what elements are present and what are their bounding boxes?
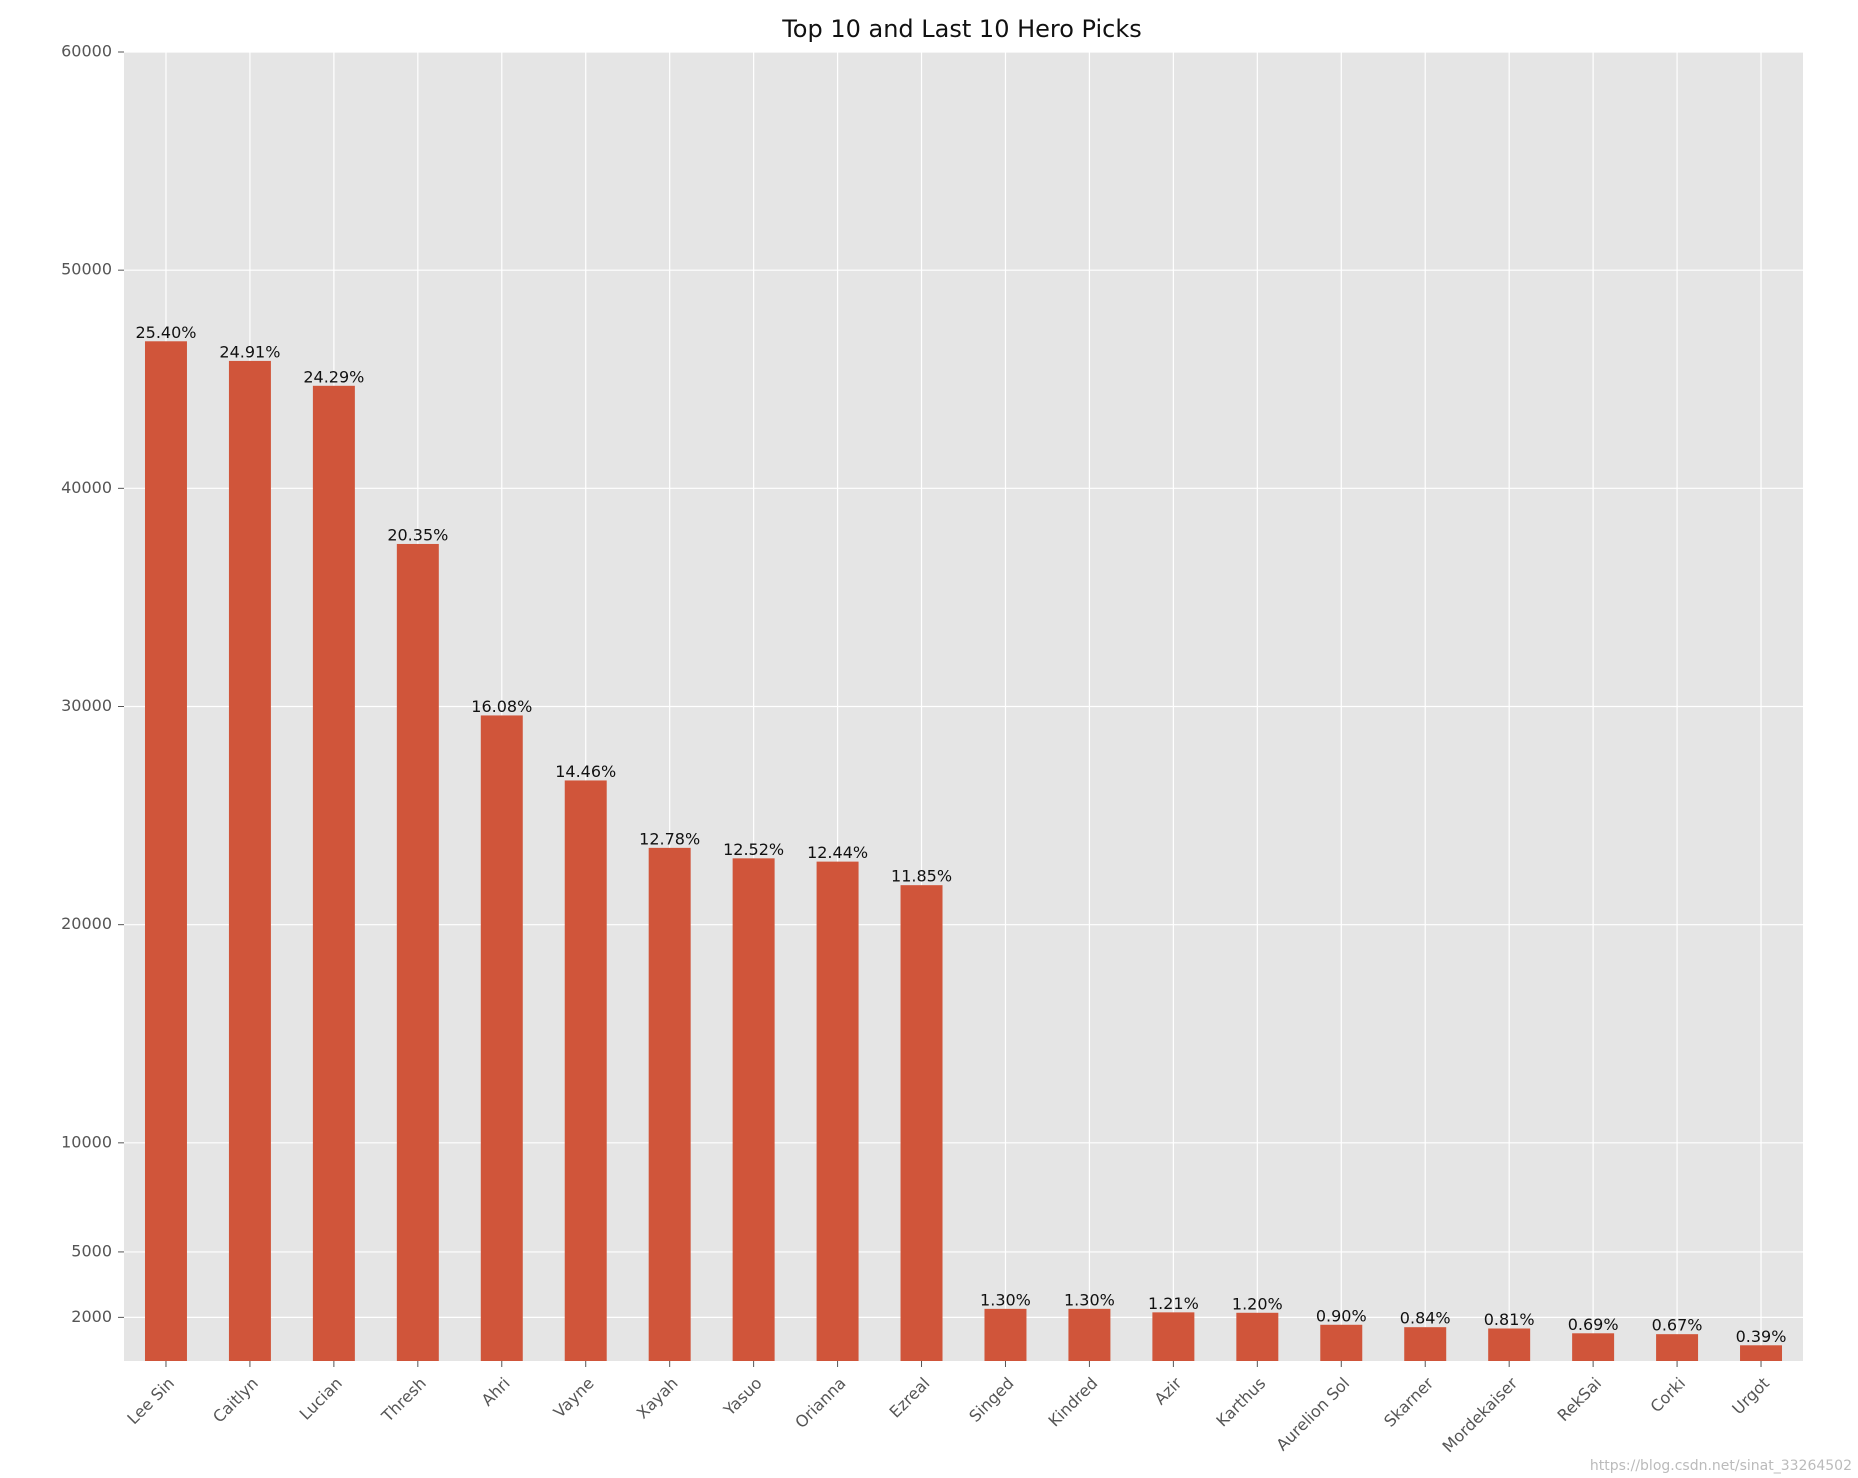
bar-label: 0.39% xyxy=(1736,1327,1787,1346)
x-tick-label: Mordekaiser xyxy=(1439,1373,1522,1456)
y-tick-label: 2000 xyxy=(71,1307,112,1326)
bar xyxy=(228,360,271,1361)
bar-label: 14.46% xyxy=(555,762,616,781)
x-tick-label: RekSai xyxy=(1554,1374,1606,1426)
x-tick-label: Thresh xyxy=(377,1374,430,1427)
bar-label: 0.67% xyxy=(1652,1316,1703,1335)
x-tick-label: Vayne xyxy=(550,1374,598,1422)
bar xyxy=(648,847,691,1361)
y-tick-label: 60000 xyxy=(61,42,112,61)
bar-label: 25.40% xyxy=(135,323,196,342)
bar xyxy=(312,385,355,1361)
bar xyxy=(816,861,859,1361)
bar xyxy=(1656,1334,1699,1361)
bar xyxy=(900,885,943,1361)
bar-label: 1.30% xyxy=(980,1290,1031,1309)
bar xyxy=(984,1308,1027,1361)
bar-label: 1.30% xyxy=(1064,1290,1115,1309)
y-tick-label: 30000 xyxy=(61,696,112,715)
bar-label: 24.29% xyxy=(303,367,364,386)
bar-label: 11.85% xyxy=(891,867,952,886)
y-tick-label: 20000 xyxy=(61,914,112,933)
bar xyxy=(1320,1324,1363,1361)
bar-label: 12.52% xyxy=(723,840,784,859)
x-tick-label: Caitlyn xyxy=(209,1374,262,1427)
bar xyxy=(1572,1333,1615,1361)
bar-label: 20.35% xyxy=(387,525,448,544)
chart-title: Top 10 and Last 10 Hero Picks xyxy=(781,15,1142,43)
bar xyxy=(480,715,523,1361)
x-tick-label: Yasuo xyxy=(719,1374,765,1420)
x-tick-label: Aurelion Sol xyxy=(1272,1374,1353,1455)
bar xyxy=(1488,1328,1531,1361)
x-tick-label: Orianna xyxy=(791,1374,849,1432)
x-tick-label: Kindred xyxy=(1045,1374,1102,1431)
bar xyxy=(564,780,607,1361)
bar xyxy=(1068,1308,1111,1361)
bar-label: 0.84% xyxy=(1400,1309,1451,1328)
x-tick-label: Skarner xyxy=(1380,1373,1437,1430)
y-tick-label: 40000 xyxy=(61,478,112,497)
y-tick-label: 50000 xyxy=(61,260,112,279)
x-tick-label: Azir xyxy=(1150,1373,1185,1408)
bar-label: 24.91% xyxy=(219,342,280,361)
bar-label: 12.78% xyxy=(639,829,700,848)
x-tick-label: Corki xyxy=(1646,1374,1689,1417)
bar-label: 12.44% xyxy=(807,843,868,862)
bar xyxy=(396,543,439,1361)
bar-label: 0.69% xyxy=(1568,1315,1619,1334)
y-tick-label: 5000 xyxy=(71,1241,112,1260)
bar-label: 1.21% xyxy=(1148,1294,1199,1313)
bar xyxy=(1152,1312,1195,1361)
bar xyxy=(1404,1327,1447,1361)
x-tick-label: Lucian xyxy=(296,1374,346,1424)
watermark: https://blog.csdn.net/sinat_33264502 xyxy=(1590,1458,1852,1474)
x-tick-label: Ezreal xyxy=(886,1374,934,1422)
bar-label: 0.81% xyxy=(1484,1310,1535,1329)
bar-label: 16.08% xyxy=(471,697,532,716)
bar xyxy=(1236,1312,1279,1361)
x-tick-label: Singed xyxy=(965,1374,1017,1426)
x-tick-label: Xayah xyxy=(633,1374,682,1423)
y-tick-label: 10000 xyxy=(61,1132,112,1151)
x-tick-label: Lee Sin xyxy=(123,1374,178,1429)
bar-label: 1.20% xyxy=(1232,1294,1283,1313)
bar xyxy=(1740,1345,1783,1361)
x-tick-label: Urgot xyxy=(1728,1374,1773,1419)
bar xyxy=(144,341,187,1361)
x-tick-label: Ahri xyxy=(478,1374,514,1410)
bar-label: 0.90% xyxy=(1316,1306,1367,1325)
bar xyxy=(732,858,775,1361)
x-tick-label: Karthus xyxy=(1212,1374,1269,1431)
